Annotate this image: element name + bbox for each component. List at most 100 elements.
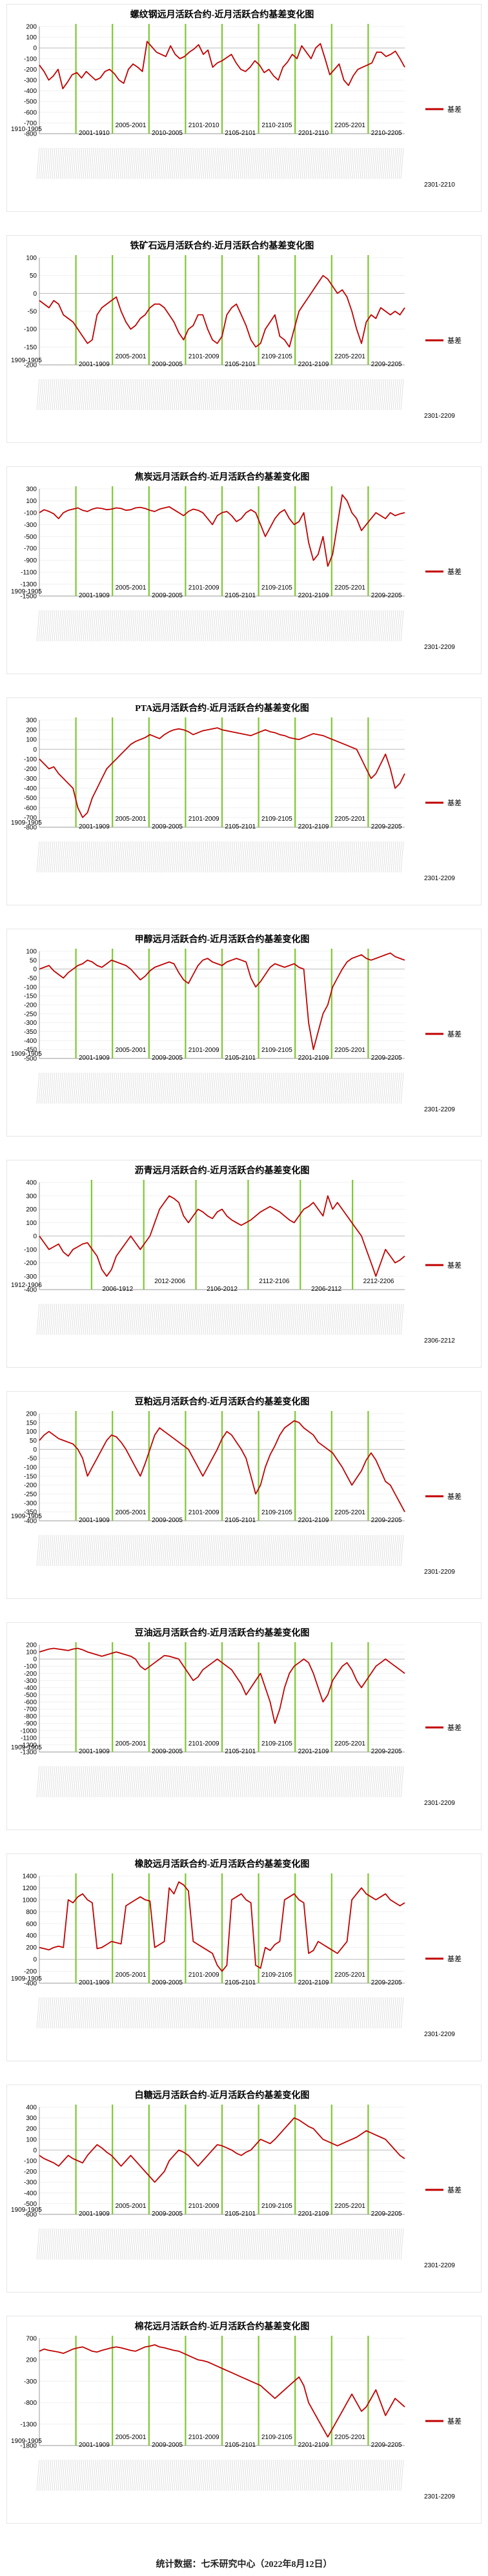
date-tick bbox=[267, 2459, 270, 2491]
date-tick bbox=[389, 1997, 392, 2029]
segment-label: 2106-2012 bbox=[207, 1286, 238, 1293]
date-tick bbox=[131, 1766, 135, 1798]
date-tick bbox=[156, 2228, 160, 2260]
date-tick bbox=[280, 610, 284, 642]
date-tick bbox=[234, 841, 238, 873]
date-tick bbox=[278, 378, 282, 411]
date-tick bbox=[392, 147, 396, 180]
date-tick bbox=[218, 1766, 222, 1798]
date-tick bbox=[92, 1534, 96, 1567]
date-tick bbox=[241, 378, 245, 411]
date-tick bbox=[354, 841, 358, 873]
date-tick bbox=[36, 1534, 40, 1567]
date-tick bbox=[40, 1534, 44, 1567]
date-tick bbox=[129, 841, 133, 873]
date-tick bbox=[143, 1997, 147, 2029]
date-tick bbox=[317, 2228, 321, 2260]
date-tick bbox=[98, 1534, 102, 1567]
date-tick bbox=[102, 841, 106, 873]
date-tick bbox=[148, 1534, 152, 1567]
date-tick bbox=[255, 1303, 259, 1335]
date-tick bbox=[135, 1303, 139, 1335]
y-tick-label: -600 bbox=[24, 805, 37, 812]
date-tick bbox=[251, 1534, 255, 1567]
date-tick bbox=[148, 1303, 152, 1335]
date-tick bbox=[54, 1303, 57, 1335]
date-tick bbox=[332, 841, 336, 873]
date-tick bbox=[112, 2459, 116, 2491]
date-tick bbox=[286, 1072, 290, 1104]
date-tick bbox=[48, 2228, 52, 2260]
date-tick bbox=[243, 1766, 247, 1798]
date-tick bbox=[203, 1072, 207, 1104]
date-tick bbox=[236, 147, 239, 180]
date-tick bbox=[176, 2228, 179, 2260]
date-tick bbox=[379, 1997, 383, 2029]
date-tick bbox=[141, 841, 145, 873]
date-tick bbox=[375, 378, 379, 411]
date-tick bbox=[396, 1766, 400, 1798]
date-tick bbox=[224, 147, 228, 180]
date-tick bbox=[117, 1997, 121, 2029]
date-tick bbox=[40, 610, 44, 642]
date-tick bbox=[270, 841, 274, 873]
date-tick bbox=[325, 2459, 329, 2491]
date-tick bbox=[94, 378, 98, 411]
date-tick bbox=[247, 1534, 251, 1567]
segment-label: 2101-2010 bbox=[188, 122, 219, 129]
segment-label: 2010-2005 bbox=[152, 130, 183, 137]
date-tick bbox=[86, 2459, 90, 2491]
y-tick-label: 1200 bbox=[23, 1885, 37, 1892]
date-tick bbox=[83, 2228, 86, 2260]
date-tick bbox=[230, 1534, 234, 1567]
date-tick bbox=[117, 1072, 121, 1104]
segment-label: 2205-2201 bbox=[334, 1740, 365, 1747]
segment-label: 2105-2101 bbox=[225, 2442, 256, 2449]
date-tick bbox=[197, 378, 201, 411]
date-tick bbox=[220, 1997, 224, 2029]
segment-label: 2205-2201 bbox=[334, 2434, 365, 2441]
date-tick bbox=[261, 2459, 265, 2491]
date-tick bbox=[199, 1534, 203, 1567]
date-tick bbox=[298, 2459, 301, 2491]
date-tick bbox=[236, 841, 239, 873]
date-tick bbox=[137, 1766, 141, 1798]
date-tick bbox=[187, 2459, 191, 2491]
date-tick bbox=[373, 1534, 377, 1567]
segment-label: 2009-2005 bbox=[152, 1517, 183, 1524]
y-tick-label: -600 bbox=[24, 109, 37, 116]
date-tick bbox=[164, 1072, 168, 1104]
current-contract-label: 2301-2210 bbox=[424, 181, 455, 189]
date-tick bbox=[127, 1997, 131, 2029]
segment-label: 1910-1905 bbox=[11, 126, 42, 133]
date-tick bbox=[85, 147, 88, 180]
date-tick bbox=[342, 1072, 346, 1104]
date-tick bbox=[234, 2228, 238, 2260]
date-tick bbox=[259, 2228, 263, 2260]
segment-label: 1909-1905 bbox=[11, 588, 42, 595]
date-tick bbox=[360, 147, 363, 180]
date-tick bbox=[294, 147, 298, 180]
date-tick bbox=[263, 1303, 267, 1335]
date-tick bbox=[90, 610, 94, 642]
date-tick bbox=[63, 1072, 67, 1104]
date-tick bbox=[71, 1997, 75, 2029]
date-tick bbox=[385, 1534, 389, 1567]
date-tick bbox=[203, 1303, 207, 1335]
date-tick bbox=[265, 378, 269, 411]
date-tick bbox=[108, 1072, 112, 1104]
date-tick bbox=[208, 1997, 212, 2029]
date-tick bbox=[396, 2228, 400, 2260]
date-tick bbox=[129, 1534, 133, 1567]
date-tick bbox=[179, 1534, 183, 1567]
date-tick bbox=[369, 1766, 373, 1798]
date-tick bbox=[344, 841, 348, 873]
date-tick bbox=[232, 147, 236, 180]
date-tick bbox=[148, 1997, 152, 2029]
date-tick bbox=[168, 2459, 172, 2491]
date-tick bbox=[168, 610, 172, 642]
date-tick bbox=[228, 2228, 232, 2260]
date-tick bbox=[98, 1303, 102, 1335]
date-tick bbox=[108, 610, 112, 642]
date-tick bbox=[178, 1997, 181, 2029]
